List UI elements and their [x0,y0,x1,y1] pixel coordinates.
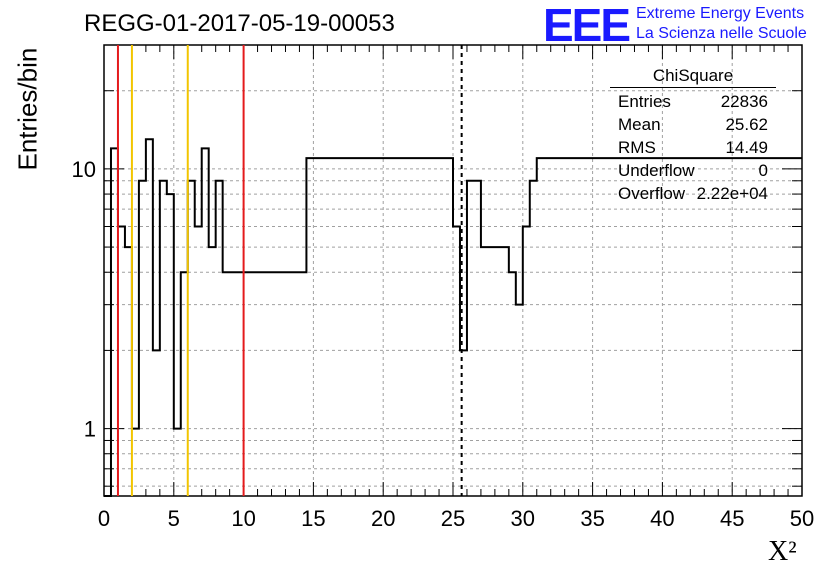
x-tick-label: 15 [301,506,325,531]
eee-logo-caption: Extreme Energy Events La Scienza nelle S… [636,4,807,44]
x-tick-label: 45 [720,506,744,531]
y-axis-label: Entries/bin [12,47,43,171]
stats-row-underflow: Underflow 0 [618,161,768,180]
stats-row-overflow: Overflow 2.22e+04 [618,184,768,203]
x-tick-label: 50 [790,506,814,531]
y-tick-label: 1 [84,417,96,442]
run-title: REGG-01-2017-05-19-00053 [84,10,395,37]
x-tick-label: 30 [511,506,535,531]
x-tick-label: 20 [371,506,395,531]
stats-row-rms: RMS 14.49 [618,138,768,157]
x-tick-label: 35 [580,506,604,531]
eee-logo: EEE [543,0,631,51]
logo-line-1: Extreme Energy Events [636,5,805,22]
y-tick-label: 10 [72,157,96,182]
stats-box: ChiSquare Entries 22836 Mean 25.62 RMS 14.4… [610,66,776,205]
histogram-series [104,138,802,497]
stats-row-mean: Mean 25.62 [618,115,768,134]
stats-row-entries: Entries 22836 [618,92,768,111]
x-tick-label: 40 [650,506,674,531]
x-tick-label: 5 [168,506,180,531]
x-tick-label: 25 [441,506,465,531]
x-tick-label: 10 [231,506,255,531]
x-tick-label: 0 [98,506,110,531]
logo-line-2: La Scienza nelle Scuole [636,25,807,42]
x-axis-label: X² [768,536,797,567]
stats-title: ChiSquare [610,66,776,88]
